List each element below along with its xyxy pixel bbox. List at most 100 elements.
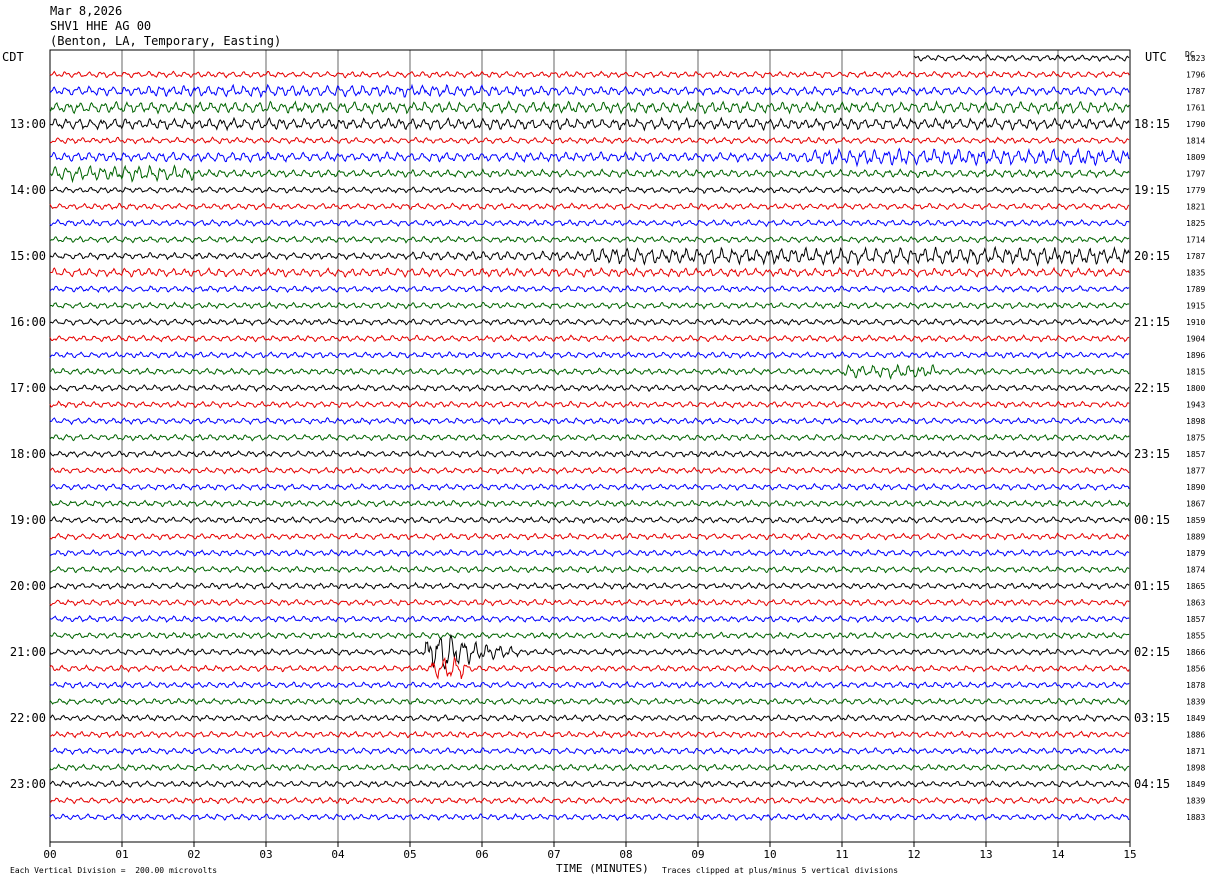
seismic-trace: [49, 147, 1130, 168]
seismic-trace: [49, 383, 1130, 393]
x-tick-label: 10: [763, 848, 776, 861]
dc-offset-label: 1789: [1186, 285, 1205, 294]
seismic-trace: [49, 363, 1130, 380]
dc-offset-label: 1849: [1186, 780, 1205, 789]
dc-offset-label: 1915: [1186, 302, 1205, 311]
dc-offset-label: 1866: [1186, 648, 1205, 657]
seismic-trace: [49, 482, 1130, 492]
dc-offset-label: 1835: [1186, 269, 1205, 278]
dc-header-label: DC: [1185, 50, 1195, 59]
dc-offset-label: 1714: [1186, 236, 1205, 245]
seismic-trace: [49, 598, 1130, 607]
dc-offset-label: 1796: [1186, 71, 1205, 80]
seismic-trace: [49, 714, 1130, 722]
seismic-trace: [49, 400, 1130, 409]
x-tick-label: 06: [475, 848, 488, 861]
seismic-trace: [49, 136, 1130, 145]
left-hour-label: 23:00: [10, 777, 46, 791]
seismic-trace: [49, 697, 1130, 706]
seismic-trace: [49, 416, 1130, 426]
seismic-trace: [49, 656, 1130, 680]
right-hour-label: 01:15: [1134, 579, 1170, 593]
right-hour-label: 04:15: [1134, 777, 1170, 791]
x-tick-label: 02: [187, 848, 200, 861]
seismic-trace: [49, 116, 1130, 132]
seismic-trace: [49, 746, 1130, 756]
x-tick-label: 07: [547, 848, 560, 861]
seismic-trace: [49, 433, 1130, 442]
x-tick-label: 14: [1051, 848, 1065, 861]
dc-offset-label: 1890: [1186, 483, 1205, 492]
right-hour-label: 00:15: [1134, 513, 1170, 527]
seismic-trace: [49, 680, 1130, 689]
seismic-trace: [49, 796, 1130, 805]
dc-offset-label: 1779: [1186, 186, 1205, 195]
seismic-trace: [49, 450, 1130, 458]
dc-offset-label: 1867: [1186, 500, 1205, 509]
scale-note: Each Vertical Division = 200.00 microvol…: [10, 866, 218, 875]
dc-offset-label: 1857: [1186, 450, 1205, 459]
right-hour-label: 02:15: [1134, 645, 1170, 659]
left-hour-label: 21:00: [10, 645, 46, 659]
right-hour-label: 03:15: [1134, 711, 1170, 725]
dc-offset-label: 1886: [1186, 731, 1205, 740]
dc-offset-label: 1815: [1186, 368, 1205, 377]
seismic-trace: [913, 54, 1130, 63]
seismic-trace: [49, 202, 1130, 211]
dc-offset-label: 1898: [1186, 417, 1205, 426]
left-hour-label: 15:00: [10, 249, 46, 263]
left-hour-label: 17:00: [10, 381, 46, 395]
seismic-trace: [49, 515, 1130, 525]
seismic-trace: [49, 301, 1130, 310]
seismic-trace: [49, 499, 1130, 508]
dc-offset-label: 1879: [1186, 549, 1205, 558]
seismic-trace: [49, 100, 1130, 116]
chart-station: SHV1 HHE AG 00: [50, 19, 152, 33]
dc-offset-label: 1823: [1186, 54, 1205, 63]
x-tick-label: 03: [259, 848, 272, 861]
chart-location: (Benton, LA, Temporary, Easting): [50, 34, 282, 48]
seismic-trace: [49, 730, 1130, 739]
left-hour-label: 13:00: [10, 117, 46, 131]
seismic-trace: [49, 466, 1130, 475]
chart-date: Mar 8,2026: [50, 4, 123, 18]
seismic-trace: [49, 245, 1130, 267]
seismic-trace: [49, 532, 1130, 541]
dc-offset-label: 1896: [1186, 351, 1205, 360]
seismic-trace: [49, 581, 1130, 591]
left-hour-label: 18:00: [10, 447, 46, 461]
seismic-trace: [49, 633, 1130, 670]
right-hour-label: 22:15: [1134, 381, 1170, 395]
seismic-trace: [49, 763, 1130, 772]
x-tick-label: 13: [979, 848, 992, 861]
x-tick-label: 09: [691, 848, 704, 861]
dc-offset-label: 1910: [1186, 318, 1205, 327]
dc-offset-label: 1863: [1186, 599, 1205, 608]
seismic-trace: [49, 83, 1130, 99]
dc-offset-label: 1800: [1186, 384, 1205, 393]
dc-offset-label: 1849: [1186, 714, 1205, 723]
right-hour-label: 18:15: [1134, 117, 1170, 131]
dc-offset-label: 1904: [1186, 335, 1205, 344]
seismic-trace: [49, 614, 1130, 624]
left-hour-label: 20:00: [10, 579, 46, 593]
seismic-trace: [49, 813, 1130, 822]
seismic-trace: [49, 266, 1130, 279]
seismic-trace: [49, 565, 1130, 574]
seismic-trace: [50, 164, 1130, 184]
right-hour-label: 20:15: [1134, 249, 1170, 263]
dc-offset-label: 1787: [1186, 87, 1205, 96]
dc-offset-label: 1871: [1186, 747, 1205, 756]
dc-offset-label: 1877: [1186, 467, 1205, 476]
x-tick-label: 00: [43, 848, 56, 861]
clip-note: Traces clipped at plus/minus 5 vertical …: [662, 866, 899, 875]
seismic-trace: [49, 70, 1130, 79]
dc-offset-label: 1883: [1186, 813, 1205, 822]
seismic-trace: [49, 631, 1130, 640]
x-tick-label: 12: [907, 848, 920, 861]
left-hour-label: 14:00: [10, 183, 46, 197]
dc-offset-label: 1814: [1186, 137, 1205, 146]
dc-offset-label: 1878: [1186, 681, 1205, 690]
left-hour-label: 22:00: [10, 711, 46, 725]
